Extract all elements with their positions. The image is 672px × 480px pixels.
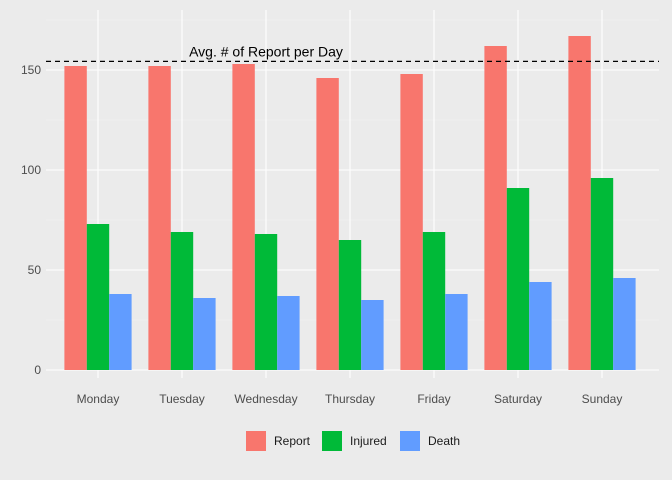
bar-death-monday [109, 294, 132, 370]
legend-label-report: Report [274, 434, 311, 448]
y-tick-label: 0 [34, 363, 41, 377]
bar-injured-monday [86, 224, 110, 370]
bar-death-thursday [361, 300, 384, 370]
legend: Report Injured Death [246, 431, 460, 451]
bar-injured-sunday [590, 178, 614, 370]
bar-report-sunday [568, 36, 591, 370]
bar-injured-friday [422, 232, 446, 370]
bar-injured-thursday [338, 240, 362, 370]
x-tick-label: Saturday [494, 392, 542, 406]
x-tick-label: Monday [77, 392, 120, 406]
bar-report-friday [400, 74, 423, 370]
legend-key-report [246, 431, 266, 451]
bar-report-tuesday [148, 66, 171, 370]
bar-report-thursday [316, 78, 339, 370]
bar-report-wednesday [232, 64, 255, 370]
y-tick-label: 150 [21, 63, 41, 77]
y-axis-tick-labels: 0 50 100 150 [21, 63, 41, 377]
bar-injured-wednesday [254, 234, 278, 370]
legend-key-injured [322, 431, 342, 451]
x-tick-label: Tuesday [159, 392, 205, 406]
bar-death-friday [445, 294, 468, 370]
bars [64, 36, 636, 370]
average-annotation: Avg. # of Report per Day [189, 43, 343, 59]
x-tick-label: Thursday [325, 392, 375, 406]
bar-report-monday [64, 66, 87, 370]
bar-death-tuesday [193, 298, 216, 370]
bar-injured-saturday [506, 188, 530, 370]
y-tick-label: 50 [28, 263, 42, 277]
x-axis-tick-labels: Monday Tuesday Wednesday Thursday Friday Satu… [77, 392, 623, 406]
bar-injured-tuesday [170, 232, 194, 370]
bar-death-wednesday [277, 296, 300, 370]
x-tick-label: Wednesday [234, 392, 297, 406]
bar-death-saturday [529, 282, 552, 370]
reference-layer: Avg. # of Report per Day [46, 43, 659, 63]
x-tick-label: Friday [417, 392, 450, 406]
x-tick-label: Sunday [582, 392, 623, 406]
legend-key-death [400, 431, 420, 451]
bar-death-sunday [613, 278, 636, 370]
legend-label-death: Death [428, 434, 460, 448]
bar-report-saturday [484, 46, 507, 370]
legend-label-injured: Injured [350, 434, 387, 448]
y-tick-label: 100 [21, 163, 41, 177]
